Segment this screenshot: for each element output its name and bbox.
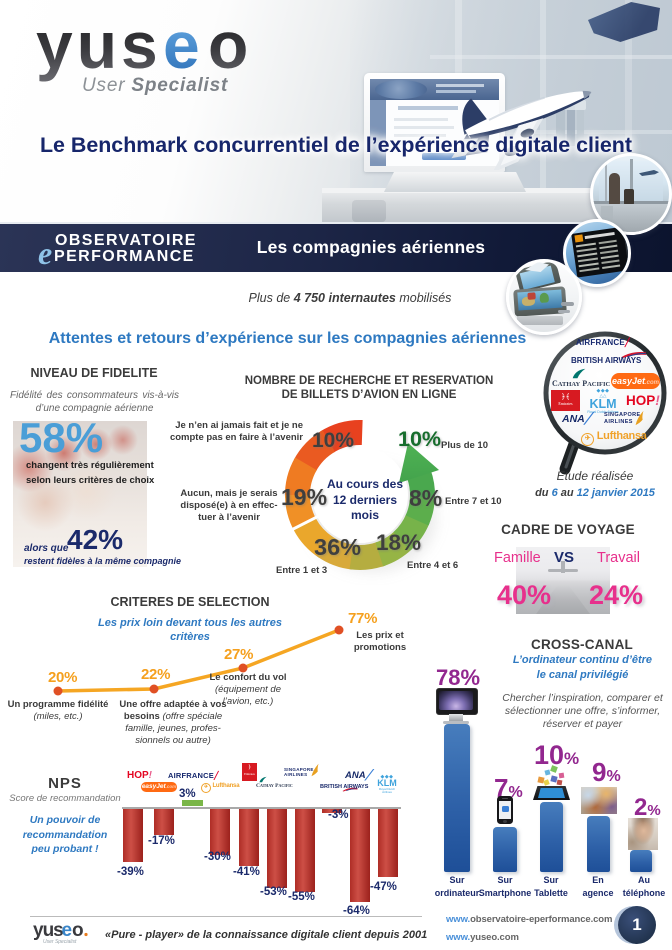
svg-text:e: e [163,8,204,82]
svg-text:o: o [72,920,83,941]
svg-text:yus: yus [36,8,162,82]
svg-text:e: e [62,920,72,941]
svg-text:yus: yus [33,920,63,941]
svg-text:User Specialist: User Specialist [43,939,77,945]
svg-text:o: o [208,8,252,82]
